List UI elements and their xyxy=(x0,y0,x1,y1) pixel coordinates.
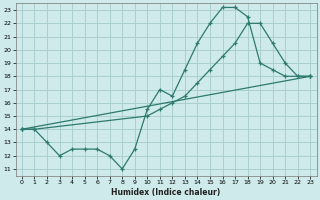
X-axis label: Humidex (Indice chaleur): Humidex (Indice chaleur) xyxy=(111,188,221,197)
